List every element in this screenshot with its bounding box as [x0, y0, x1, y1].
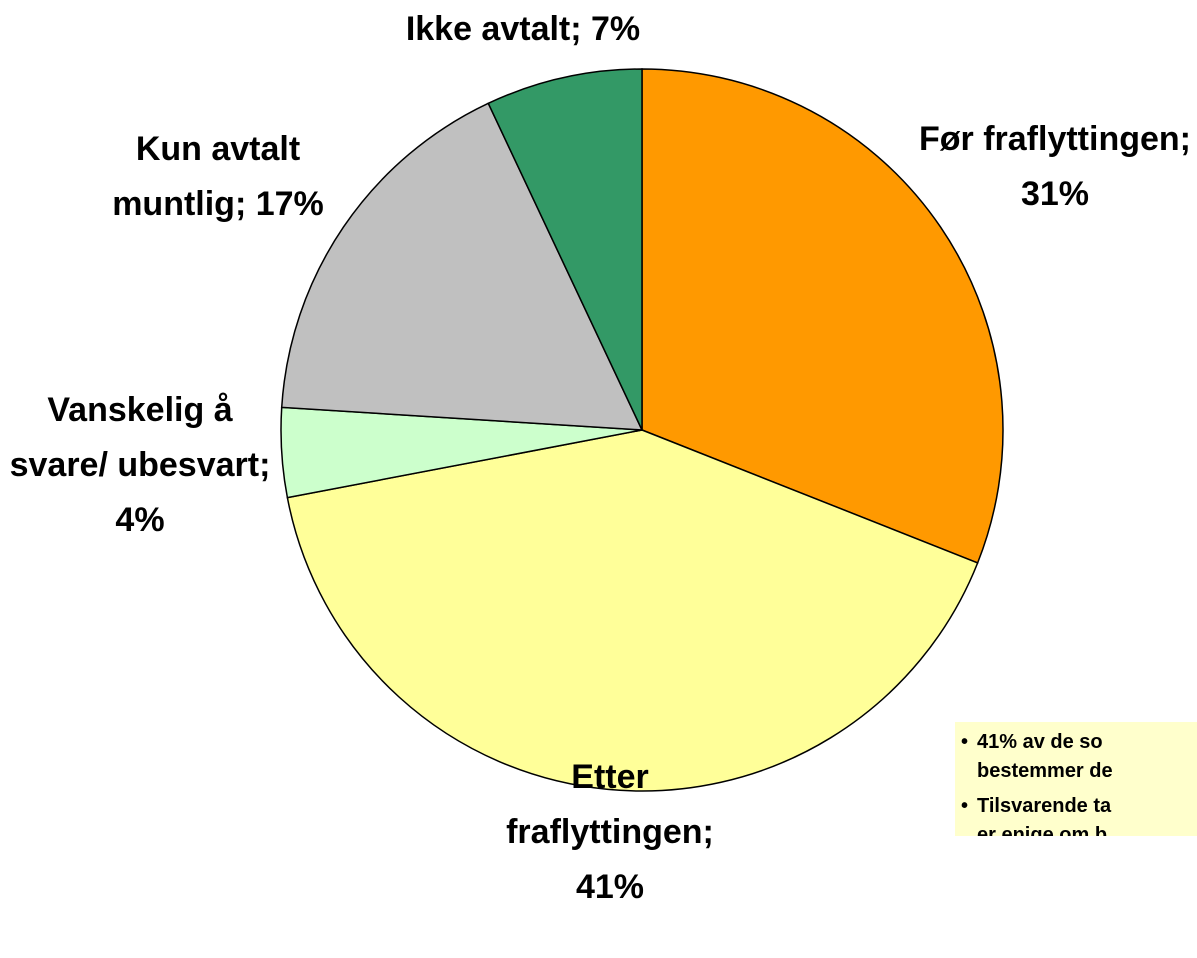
pie-slice: [487, 68, 643, 431]
pie-slice: [280, 102, 644, 431]
data-label: Kun avtalt muntlig; 17%: [112, 130, 324, 223]
annotation-line: Tilsvarende ta: [977, 795, 1112, 817]
annotation-line: er enige om b: [977, 824, 1108, 836]
data-label: Vanskelig å svare/ ubesvart; 4%: [9, 391, 271, 539]
data-label: Før fraflyttingen; 31%: [919, 120, 1191, 213]
pie-slice: [641, 68, 1004, 564]
pie-slice: [286, 429, 979, 792]
annotation-box: 41% av de so bestemmer de Tilsvarende ta er…: [955, 722, 1197, 836]
annotation-item: 41% av de so bestemmer de: [955, 728, 1197, 786]
data-label: Etter fraflyttingen; 41%: [506, 758, 714, 906]
annotation-item: Tilsvarende ta er enige om b: [955, 792, 1197, 836]
data-label: Ikke avtalt; 7%: [405, 10, 641, 48]
annotation-line: bestemmer de: [977, 760, 1113, 782]
annotation-line: 41% av de so: [977, 731, 1103, 753]
